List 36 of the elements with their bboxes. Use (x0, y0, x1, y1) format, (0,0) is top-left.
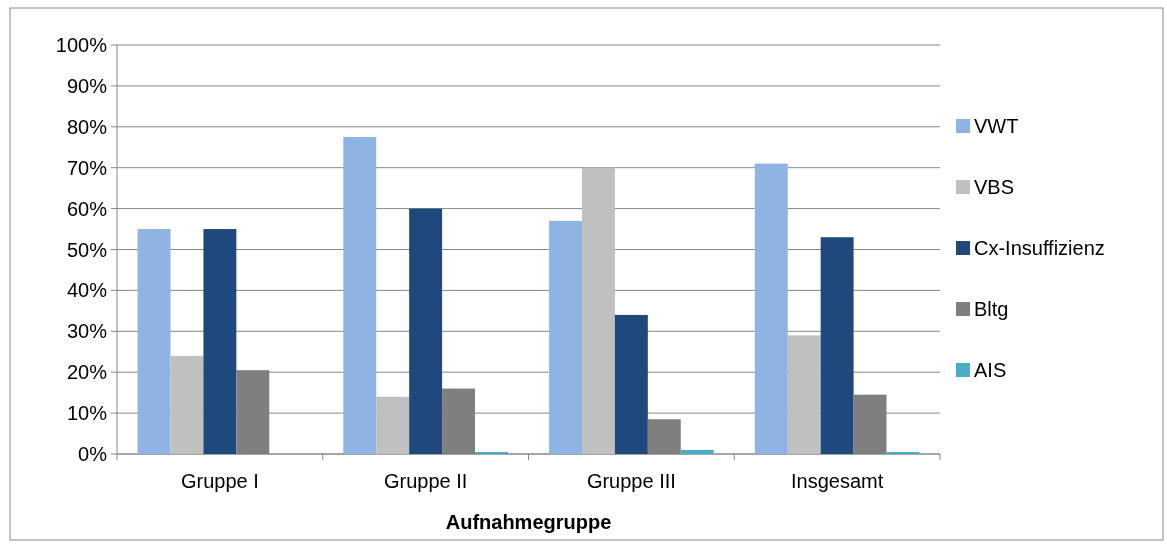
y-tick-label: 30% (66, 320, 108, 343)
y-tick-label: 10% (66, 402, 108, 425)
y-tick-label: 20% (66, 361, 108, 384)
y-tick-label: 70% (66, 156, 108, 179)
bar (376, 396, 410, 454)
bar (582, 167, 615, 454)
bar (343, 137, 377, 454)
bar (886, 451, 920, 454)
legend-label: Bltg (974, 298, 1009, 320)
bar (409, 208, 443, 454)
legend-label: VBS (974, 176, 1015, 198)
legend-label: Cx-Insuffizienz (974, 237, 1105, 259)
bar (787, 335, 821, 454)
legend-label: VWT (974, 115, 1019, 137)
bar (475, 451, 508, 454)
x-axis-title: Aufnahmegruppe (445, 511, 612, 533)
legend-label: AIS (974, 359, 1007, 381)
bar (614, 314, 648, 454)
x-tick-label: Gruppe I (180, 470, 259, 492)
x-tick-label: Insgesamt (790, 470, 884, 492)
x-tick-label: Gruppe II (383, 470, 468, 492)
y-tick-label: 0% (78, 443, 108, 465)
bar (820, 237, 854, 454)
bar (170, 355, 204, 454)
y-tick-label: 100% (55, 34, 108, 56)
bar (680, 449, 714, 454)
y-tick-label: 90% (66, 74, 108, 97)
y-tick-label: 60% (66, 197, 108, 220)
y-tick-label: 80% (66, 115, 108, 138)
y-tick-label: 40% (66, 279, 108, 302)
bar (754, 163, 788, 454)
y-tick-label: 50% (66, 238, 108, 261)
bar (549, 220, 582, 454)
x-tick-label: Gruppe III (586, 470, 676, 492)
bar (137, 229, 171, 454)
bar (203, 229, 237, 454)
